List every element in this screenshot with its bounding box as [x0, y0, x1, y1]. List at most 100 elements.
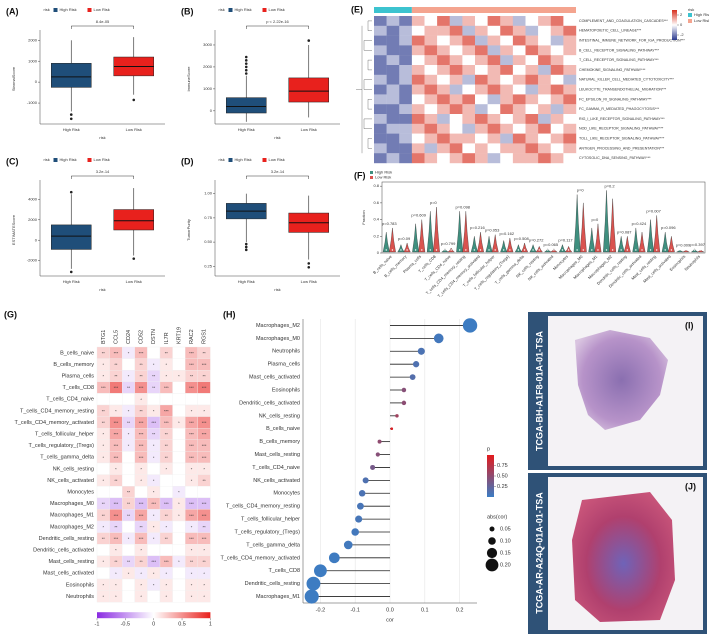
heatmap-cell [386, 114, 400, 124]
panel-label: (I) [685, 320, 694, 330]
y-tick-label: 2000 [203, 64, 213, 69]
heatmap-cell [538, 45, 551, 56]
p-value: p=0 [430, 200, 438, 205]
x-tick-label: -0.2 [316, 607, 325, 613]
correlation-cell [172, 567, 186, 580]
significance: * [166, 374, 168, 379]
heatmap-cell [512, 55, 526, 66]
correlation-cell [122, 393, 135, 406]
significance: * [103, 559, 105, 564]
median-dot [597, 249, 599, 251]
correlation-cell [172, 346, 186, 359]
panel-label: (D) [181, 156, 194, 166]
violin [676, 249, 684, 253]
heatmap-cell [563, 94, 577, 105]
heatmap-cell [462, 153, 476, 164]
significance: * [153, 490, 155, 495]
correlation-cell [159, 474, 173, 487]
median-dot [591, 249, 593, 251]
significance: *** [114, 513, 119, 518]
significance: * [203, 582, 205, 587]
y-tick-label: T_cells_follicular_helper [241, 517, 300, 523]
outlier [132, 257, 136, 260]
violin [426, 211, 434, 253]
heatmap-cell [500, 45, 514, 56]
box [113, 209, 154, 231]
heatmap-cell [437, 114, 450, 124]
heatmap-cell [386, 104, 400, 115]
y-tick-label: Mast_cells_activated [249, 375, 300, 381]
p-value: p=0.799 [441, 241, 456, 246]
legend-swatch [228, 8, 233, 12]
heatmap-cell [462, 104, 476, 115]
row-label: T_cells_gamma_delta [40, 455, 95, 461]
heatmap-cell [374, 35, 387, 46]
significance: * [191, 571, 193, 576]
significance: * [203, 594, 205, 599]
row-label: LEUKOCYTE_TRANSENDOTHELIAL_MIGRATION*** [579, 87, 667, 91]
y-tick-label: Eosinophils [272, 387, 300, 393]
row-label: Mast_cells_resting [48, 559, 94, 565]
heatmap-cell [437, 153, 450, 164]
heatmap-cell [374, 133, 387, 144]
correlation-cell [172, 520, 186, 533]
heatmap-cell [475, 25, 488, 36]
size-label: 0.05 [500, 526, 511, 532]
heatmap-cell [475, 133, 488, 144]
p-value: p=0.397 [690, 242, 705, 247]
heatmap-cell [411, 65, 425, 75]
heatmap-cell [563, 65, 577, 75]
y-tick-label: T_cells_regulatory_(Tregs) [234, 529, 300, 535]
heatmap-cell [487, 25, 501, 36]
significance: *** [189, 513, 194, 518]
x-tick-label: High Risk [63, 279, 80, 284]
violin [579, 202, 587, 253]
violin [653, 215, 661, 253]
p-value: p=0.096 [661, 225, 676, 230]
correlation-cell [172, 532, 186, 545]
heatmap-cell [525, 104, 539, 115]
significance: * [128, 432, 130, 437]
significance: * [140, 594, 142, 599]
plot-frame [381, 181, 706, 254]
violin [382, 232, 390, 253]
significance: *** [189, 362, 194, 367]
outlier [69, 190, 73, 194]
heatmap-cell [411, 133, 425, 144]
violin [403, 242, 411, 253]
row-label: T_cells_CD4_memory_activated [15, 420, 94, 426]
p-value: 8.4e-05 [96, 19, 110, 24]
violin [506, 237, 514, 253]
heatmap-cell [512, 133, 526, 144]
y-tick-label: Plasma_cells [268, 362, 301, 368]
row-label: RIG_I_LIKE_RECEPTOR_SIGNALING_PATHWAY*** [579, 117, 665, 121]
y-tick-label: 2000 [28, 37, 38, 42]
y-tick-label: T_cells_CD8 [269, 568, 300, 574]
violin [485, 236, 493, 253]
median-dot [641, 249, 643, 251]
significance: * [178, 513, 180, 518]
violin [514, 244, 522, 253]
correlation-cell [172, 451, 186, 464]
significance: ** [165, 432, 169, 437]
p-value: p=0 [591, 217, 599, 222]
heatmap-cell [437, 94, 450, 105]
y-tick-label: T_cells_CD4_memory_resting [226, 504, 300, 510]
y-axis-label: TumorPurity [186, 219, 191, 241]
row-label: FC_EPSILON_RI_SIGNALING_PATHWAY*** [579, 97, 652, 101]
heatmap-cell [538, 104, 551, 115]
lollipop-panel: -0.2 -0.1 0.0 0.1 0.2 Macrophages_M2 Macrophag… [221, 309, 511, 623]
image-label: TCGA-BH-A1F8-01A-01-TSA [534, 330, 544, 451]
heatmap-cell [411, 143, 425, 154]
heatmap-cell [424, 143, 438, 154]
legend-title: p [487, 446, 490, 452]
heatmap-cell [449, 153, 463, 164]
violin [535, 245, 543, 253]
violin [682, 249, 690, 253]
correlation-cell [172, 474, 186, 487]
p-value: 3.2e-14 [271, 169, 285, 174]
correlation-cell [122, 544, 135, 556]
correlation-cell [122, 358, 135, 371]
heatmap-cell [411, 114, 425, 124]
column-label: CD24 [126, 330, 132, 344]
